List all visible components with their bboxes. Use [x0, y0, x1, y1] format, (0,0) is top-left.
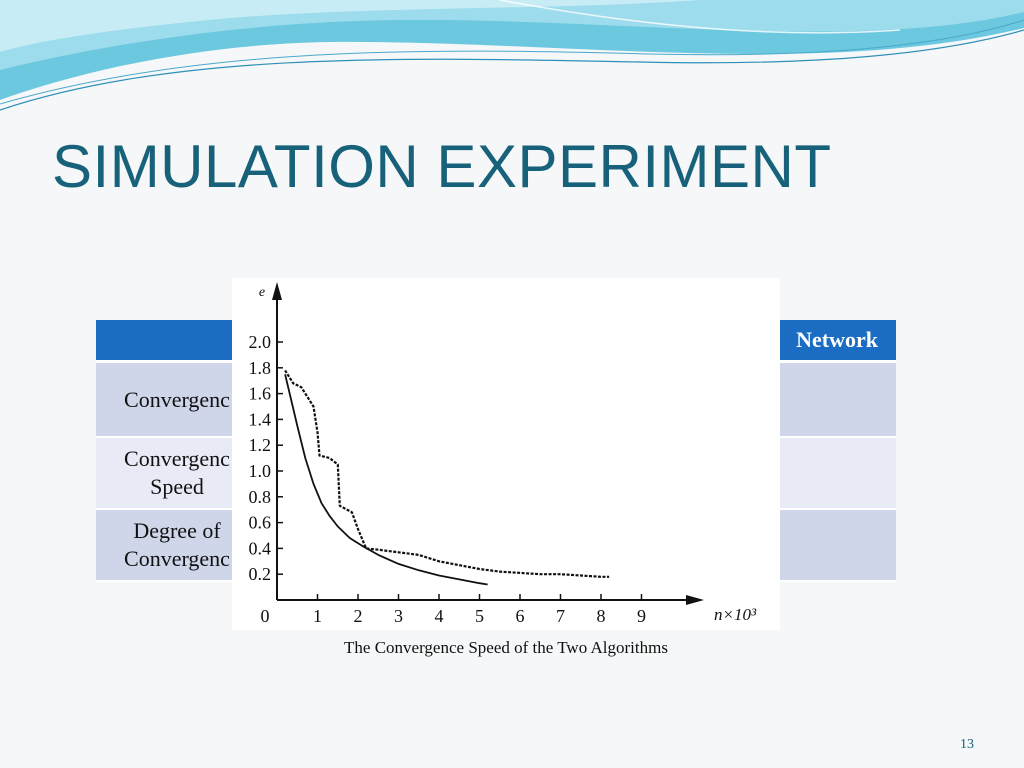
x-axis-arrow — [686, 595, 704, 605]
row-label-line: Convergenc — [124, 546, 230, 571]
x-tick-label: 4 — [435, 606, 444, 626]
x-tick-label: 7 — [556, 606, 565, 626]
x-tick-label: 9 — [637, 606, 646, 626]
chart-caption: The Convergence Speed of the Two Algorit… — [344, 638, 668, 657]
series-line-solid — [284, 374, 488, 586]
x-tick-label: 8 — [597, 606, 606, 626]
x-tick-label: 5 — [475, 606, 484, 626]
x-axis-label: n×10³ — [714, 605, 757, 624]
row-label: Convergenc — [124, 386, 230, 412]
x-tick-label: 6 — [516, 606, 525, 626]
page-number: 13 — [960, 737, 974, 752]
x-tick-label: 2 — [354, 606, 363, 626]
y-tick-label: 1.6 — [249, 384, 272, 404]
y-tick-label: 2.0 — [249, 332, 272, 352]
series-line-dotted — [284, 369, 610, 578]
y-tick-label: 0.8 — [249, 487, 272, 507]
x-tick-label: 1 — [313, 606, 322, 626]
convergence-chart-figure: 0 1 2 3 4 5 6 7 8 9 0.2 0.4 0.6 0.8 1.0 1.2 1.4 1.6 1.8 2.0… — [232, 278, 780, 630]
x-tick-label: 3 — [394, 606, 403, 626]
y-tick-label: 1.0 — [249, 461, 272, 481]
y-axis-label: e — [259, 285, 265, 300]
slide-title: SIMULATION EXPERIMENT — [52, 133, 832, 200]
convergence-chart: 0 1 2 3 4 5 6 7 8 9 0.2 0.4 0.6 0.8 1.0 1.2 1.4 1.6 1.8 2.0… — [249, 282, 757, 626]
y-tick-label: 1.4 — [249, 409, 272, 429]
y-tick-label: 0.6 — [249, 513, 272, 533]
y-tick-label: 1.2 — [249, 435, 272, 455]
header-wave-decoration — [0, 0, 1024, 111]
row-label-line: Degree of — [133, 518, 221, 543]
y-tick-label: 0.2 — [249, 564, 272, 584]
y-tick-label: 1.8 — [249, 358, 272, 378]
row-label-line: Convergenc — [124, 446, 230, 471]
y-tick-label: 0.4 — [249, 538, 272, 558]
row-label-line: Speed — [150, 474, 204, 499]
x-tick-label: 0 — [261, 606, 270, 626]
y-axis-arrow — [272, 282, 282, 300]
